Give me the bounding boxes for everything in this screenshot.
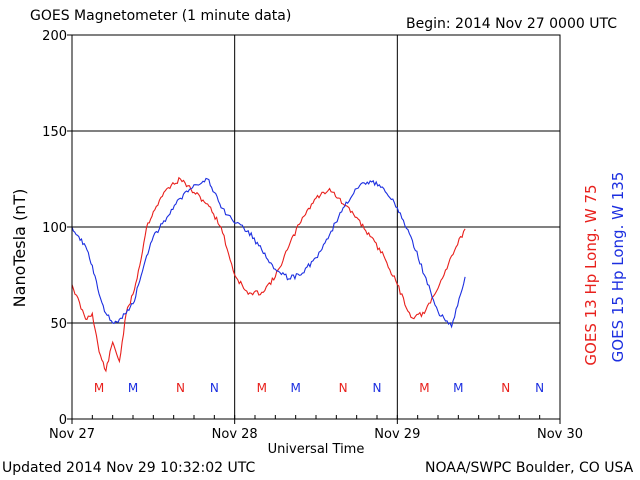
marker-n: N xyxy=(176,381,185,395)
x-axis-label: Universal Time xyxy=(268,442,365,457)
y-tick-label: 150 xyxy=(42,125,67,140)
x-tick-label: Nov 27 xyxy=(49,427,95,442)
plot-frame xyxy=(71,34,561,420)
grid-layer xyxy=(72,35,560,419)
marker-m: M xyxy=(257,381,267,395)
series-goes13-line xyxy=(71,176,466,373)
y-axis-label: NanoTesla (nT) xyxy=(10,189,29,308)
marker-m: M xyxy=(290,381,300,395)
x-tick-label: Nov 29 xyxy=(374,427,420,442)
legend-goes13: GOES 13 Hp Long. W 75 xyxy=(582,184,600,365)
series-layer xyxy=(71,176,466,373)
y-tick-label: 200 xyxy=(42,29,67,44)
y-tick-label: 100 xyxy=(42,221,67,236)
marker-m: M xyxy=(128,381,138,395)
series-goes15-line xyxy=(71,177,466,329)
updated-timestamp: Updated 2014 Nov 29 10:32:02 UTC xyxy=(2,460,256,476)
marker-m: M xyxy=(453,381,463,395)
marker-n: N xyxy=(339,381,348,395)
x-tick-label: Nov 30 xyxy=(537,427,583,442)
marker-n: N xyxy=(501,381,510,395)
marker-n: N xyxy=(210,381,219,395)
legend-goes15: GOES 15 Hp Long. W 135 xyxy=(609,172,627,363)
marker-m: M xyxy=(419,381,429,395)
chart-title: GOES Magnetometer (1 minute data) xyxy=(30,8,292,24)
y-tick-label: 0 xyxy=(59,413,67,428)
begin-time-label: Begin: 2014 Nov 27 0000 UTC xyxy=(406,16,617,32)
marker-n: N xyxy=(535,381,544,395)
axis-layer: 0 50 100 150 200 Nov 27 Nov 28 Nov 29 Nov 30 xyxy=(42,29,583,442)
x-tick-label: Nov 28 xyxy=(212,427,258,442)
marker-n: N xyxy=(373,381,382,395)
marker-m: M xyxy=(94,381,104,395)
y-tick-label: 50 xyxy=(50,317,67,332)
credit-label: NOAA/SWPC Boulder, CO USA xyxy=(425,460,634,476)
